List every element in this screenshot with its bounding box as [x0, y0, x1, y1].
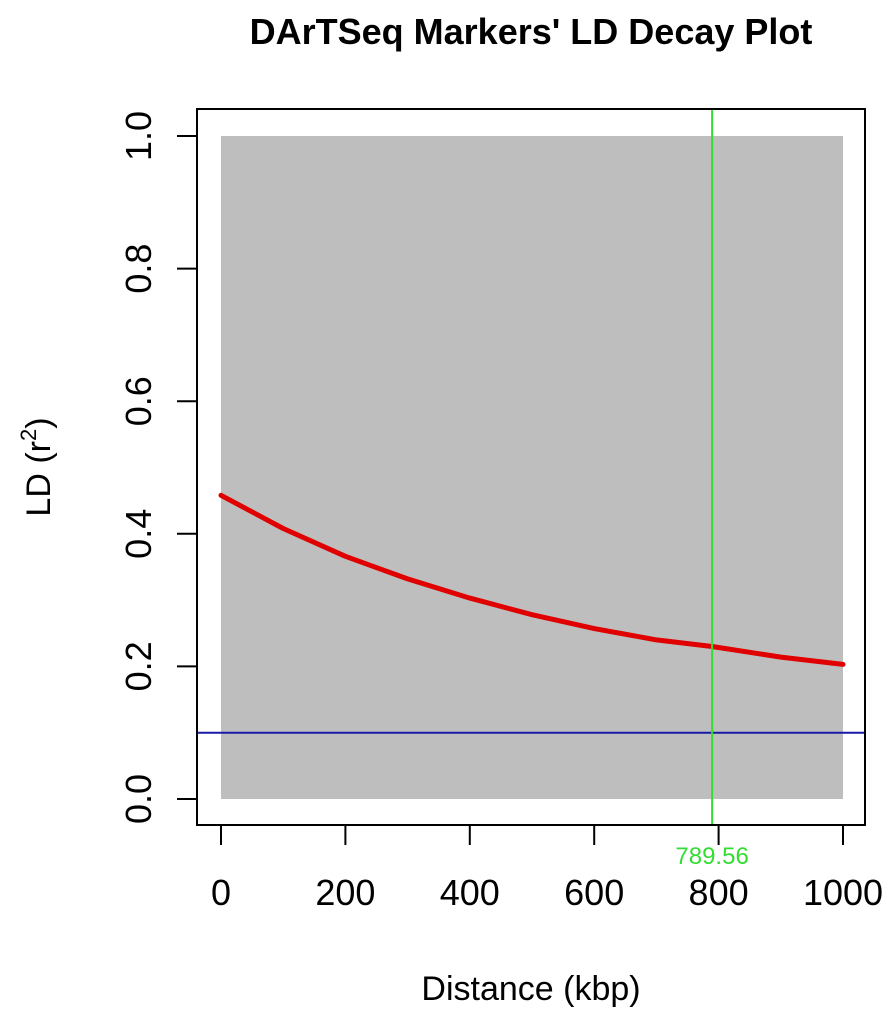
x-tick-label: 600 [564, 872, 624, 913]
x-tick-label: 400 [440, 872, 500, 913]
y-tick-label: 0.0 [118, 774, 159, 824]
x-tick-label: 1000 [803, 872, 883, 913]
x-tick-label: 800 [689, 872, 749, 913]
y-axis: 0.0 0.2 0.4 0.6 0.8 1.0 [118, 111, 198, 824]
y-tick-label: 0.2 [118, 641, 159, 691]
scatter-point-cloud [221, 136, 843, 799]
y-axis-label: LD (r2) [16, 417, 58, 516]
x-axis-label: Distance (kbp) [421, 970, 640, 1008]
plot-area: 789.56 [197, 109, 865, 870]
y-tick-label: 0.6 [118, 376, 159, 426]
chart-title: DArTSeq Markers' LD Decay Plot [250, 11, 813, 52]
y-axis-label-close: ) [20, 417, 58, 428]
y-axis-label-superscript: 2 [16, 429, 41, 441]
y-axis-label-main: LD (r [20, 441, 58, 517]
x-tick-label: 0 [211, 872, 231, 913]
y-tick-label: 0.8 [118, 244, 159, 294]
y-tick-label: 1.0 [118, 111, 159, 161]
x-tick-label: 200 [315, 872, 375, 913]
decay-distance-label: 789.56 [675, 843, 748, 870]
decay-curve-line [218, 492, 846, 667]
x-axis: 0 200 400 600 800 1000 [211, 824, 883, 913]
y-tick-label: 0.4 [118, 509, 159, 559]
